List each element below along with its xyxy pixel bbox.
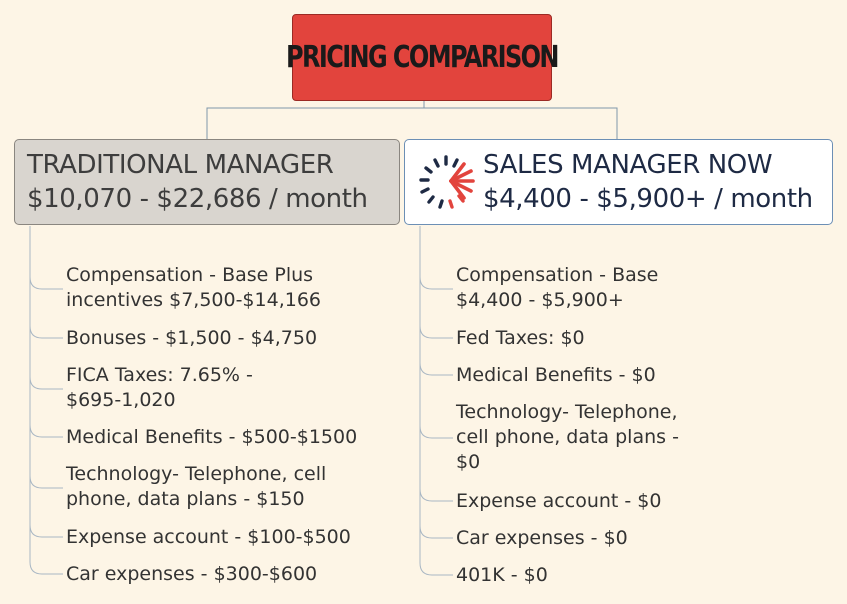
leaf-connector	[419, 226, 453, 539]
leaf-connector	[419, 226, 453, 376]
sales-leaf-car-expenses: Car expenses - $0	[456, 527, 628, 549]
sales-manager-now-price: $4,400 - $5,900+ / month	[483, 184, 813, 214]
sales-manager-now-title: SALES MANAGER NOW	[483, 150, 773, 180]
leaf-connector	[419, 226, 453, 502]
leaf-connector	[29, 226, 63, 489]
root-title: PRICING COMPARISON	[286, 40, 560, 75]
traditional-manager-node: TRADITIONAL MANAGER $10,070 - $22,686 / …	[14, 139, 400, 225]
sales-leaf-medical-benefits: Medical Benefits - $0	[456, 364, 656, 386]
traditional-leaf-technology: Technology- Telephone, cell phone, data …	[66, 463, 327, 510]
traditional-leaf-car-expenses: Car expenses - $300-$600	[66, 563, 318, 585]
leaf-connector	[29, 226, 63, 575]
traditional-leaf-fica-taxes: FICA Taxes: 7.65% - $695-1,020	[66, 364, 253, 411]
traditional-leaf-compensation: Compensation - Base Plus incentives $7,5…	[66, 264, 322, 311]
sales-leaf-technology: Technology- Telephone, cell phone, data …	[456, 401, 679, 473]
leaf-connector	[29, 226, 63, 290]
sales-leaf-expense-account: Expense account - $0	[456, 490, 662, 512]
traditional-manager-title: TRADITIONAL MANAGER	[27, 150, 334, 180]
leaf-connector	[419, 226, 453, 290]
sales-manager-now-node: SALES MANAGER NOW $4,400 - $5,900+ / mon…	[404, 139, 833, 225]
leaf-connector	[29, 226, 63, 339]
leaf-connector	[419, 226, 453, 439]
leaf-connector	[29, 226, 63, 390]
leaf-connector	[29, 226, 63, 538]
traditional-leaf-bonuses: Bonuses - $1,500 - $4,750	[66, 327, 318, 349]
leaf-connector	[29, 226, 63, 438]
leaf-connector	[419, 226, 453, 339]
root-node: PRICING COMPARISON	[286, 14, 560, 101]
radial-arrow-logo-icon	[419, 155, 475, 209]
leaf-connector	[419, 226, 453, 576]
traditional-leaf-expense-account: Expense account - $100-$500	[66, 526, 351, 548]
sales-leaf-401k: 401K - $0	[456, 564, 548, 586]
sales-leaf-compensation: Compensation - Base $4,400 - $5,900+	[456, 264, 659, 311]
traditional-manager-price: $10,070 - $22,686 / month	[27, 184, 368, 214]
traditional-leaf-medical-benefits: Medical Benefits - $500-$1500	[66, 426, 358, 448]
sales-leaf-fed-taxes: Fed Taxes: $0	[456, 327, 585, 349]
